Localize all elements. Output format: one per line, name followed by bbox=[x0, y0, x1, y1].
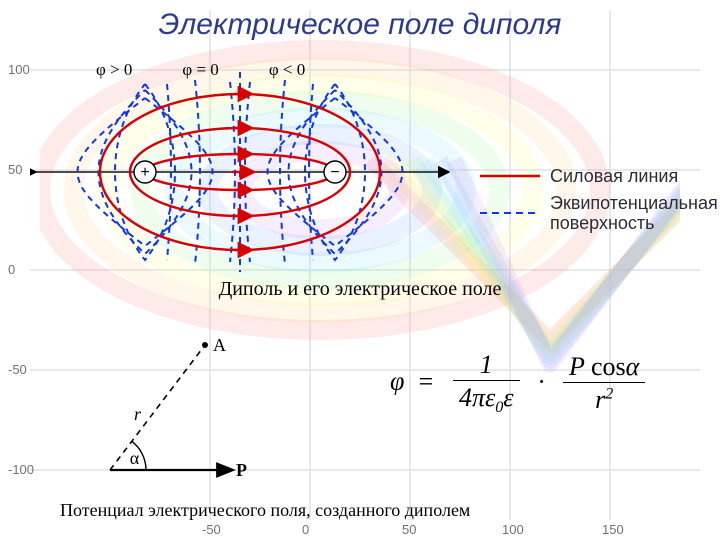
legend-field-line-symbol bbox=[480, 166, 540, 186]
f-num1: 1 bbox=[453, 350, 520, 381]
dipole-diagram: +− bbox=[30, 72, 450, 272]
svg-text:A: A bbox=[213, 335, 226, 355]
legend-equipotential-symbol bbox=[480, 203, 540, 223]
legend-field-line-label: Силовая линия bbox=[550, 166, 678, 187]
legend: Силовая линия Эквипотенциальная поверхно… bbox=[480, 160, 720, 240]
f-eq: = bbox=[417, 367, 435, 396]
svg-text:-50: -50 bbox=[202, 522, 221, 537]
geometry-diagram: A Pr α bbox=[80, 320, 280, 500]
svg-text:−: − bbox=[330, 164, 339, 181]
legend-equipotential-label: Эквипотенциальная поверхность bbox=[550, 193, 720, 234]
svg-text:100: 100 bbox=[502, 522, 524, 537]
svg-text:-50: -50 bbox=[8, 362, 27, 377]
svg-text:0: 0 bbox=[302, 522, 309, 537]
svg-text:150: 150 bbox=[602, 522, 624, 537]
svg-text:+: + bbox=[140, 164, 149, 181]
f-num2: P cosα bbox=[563, 352, 645, 383]
svg-text:α: α bbox=[130, 448, 140, 468]
bottom-caption: Потенциал электрического поля, созданног… bbox=[60, 500, 470, 521]
svg-text:100: 100 bbox=[8, 62, 30, 77]
f-dot: · bbox=[538, 367, 545, 396]
f-den1: 4πε0ε bbox=[453, 381, 520, 417]
svg-text:50: 50 bbox=[402, 522, 416, 537]
svg-text:r: r bbox=[134, 404, 142, 424]
legend-field-line: Силовая линия bbox=[480, 166, 720, 187]
svg-text:P: P bbox=[236, 460, 247, 480]
f-frac2: P cosα r2 bbox=[563, 352, 645, 415]
legend-equipotential: Эквипотенциальная поверхность bbox=[480, 193, 720, 234]
page-title: Электрическое поле диполя bbox=[0, 8, 720, 42]
dipole-caption: Диполь и его электрическое поле bbox=[0, 278, 720, 301]
svg-text:-100: -100 bbox=[8, 462, 34, 477]
svg-text:0: 0 bbox=[8, 262, 15, 277]
f-phi: φ bbox=[390, 367, 404, 396]
svg-text:50: 50 bbox=[8, 162, 22, 177]
f-den2: r2 bbox=[563, 383, 645, 415]
potential-formula: φ = 1 4πε0ε · P cosα r2 bbox=[390, 350, 651, 417]
f-frac1: 1 4πε0ε bbox=[453, 350, 520, 417]
